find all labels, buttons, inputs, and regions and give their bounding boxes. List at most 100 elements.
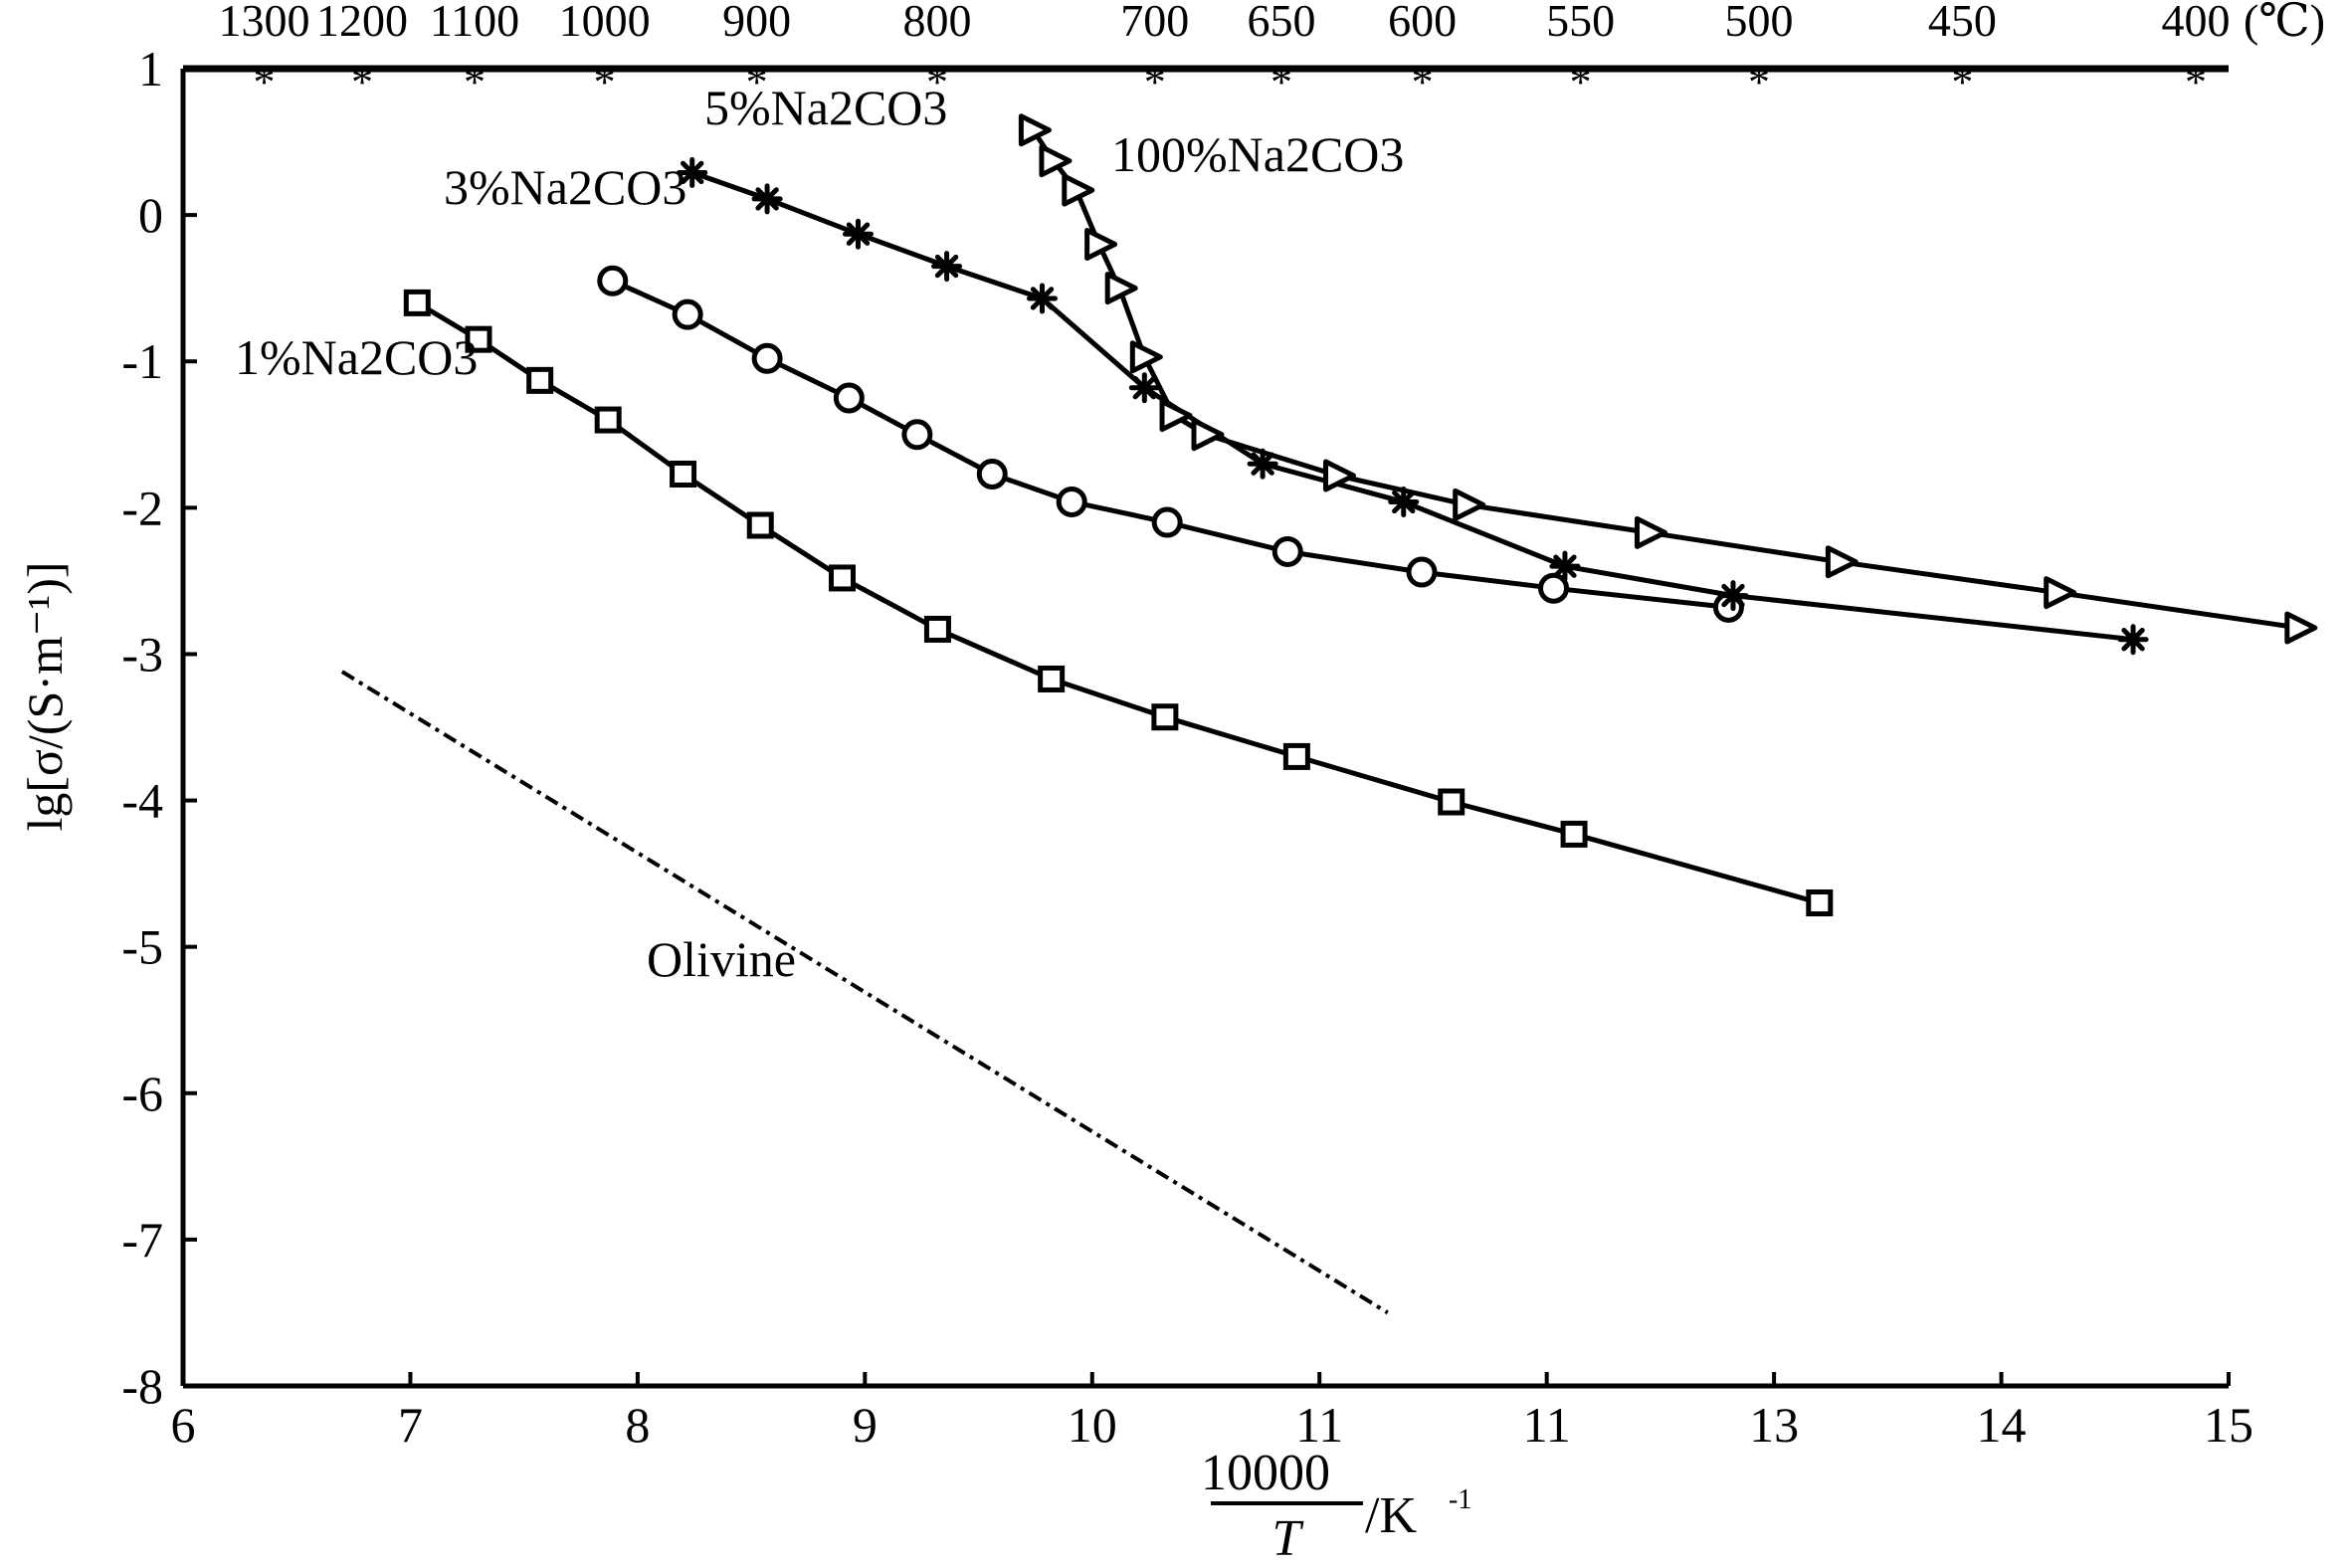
y-tick-label: -2 [121, 480, 163, 535]
data-point-circle [597, 265, 629, 296]
x-axis-label-unit-exponent: -1 [1449, 1484, 1471, 1515]
data-point-square [526, 366, 554, 394]
data-point-circle [1406, 556, 1438, 588]
y-tick-label: -4 [121, 773, 163, 829]
data-point-square [403, 289, 431, 316]
data-point-square [1038, 665, 1066, 692]
data-point-triangle [2284, 611, 2318, 645]
data-point-triangle [2044, 576, 2077, 610]
x-tick-label: 7 [398, 1397, 423, 1453]
data-point-circle [976, 458, 1008, 490]
top-axis-temperature-label: 650 [1247, 0, 1315, 46]
top-axis-star-marker: * [2185, 58, 2207, 106]
y-tick-label: -7 [121, 1212, 163, 1268]
top-axis-temperature-label: 550 [1546, 0, 1615, 46]
top-axis-temperature-label: 700 [1120, 0, 1189, 46]
data-point-star [1388, 486, 1420, 517]
data-point-star-stroke [2121, 628, 2145, 652]
data-point-star-stroke [1553, 554, 1577, 578]
data-point-square [923, 615, 951, 643]
data-point-circle [1151, 506, 1183, 538]
series-line [611, 279, 1729, 610]
x-tick-label: 11 [1295, 1397, 1343, 1453]
data-point-triangle [1084, 228, 1118, 262]
series-label-1pct: 1%Na2CO3 [235, 329, 478, 385]
x-tick-label: 14 [1977, 1397, 2027, 1453]
data-point-square [1438, 788, 1466, 816]
series-label-olivine: Olivine [647, 931, 796, 987]
data-point-star [931, 251, 963, 283]
data-point-star-stroke [846, 222, 871, 246]
x-tick-label: 8 [625, 1397, 650, 1453]
x-tick-label: 6 [171, 1397, 196, 1453]
y-tick-label: -8 [121, 1358, 163, 1414]
data-point-star-stroke [1721, 583, 1745, 608]
data-point-triangle [1129, 340, 1163, 374]
x-axis-label-unit: /K [1365, 1487, 1417, 1544]
series-line [416, 300, 1821, 905]
data-point-star [842, 218, 874, 250]
x-tick-label: 10 [1068, 1397, 1117, 1453]
y-tick-label: 1 [138, 41, 163, 97]
data-point-triangle [1039, 144, 1073, 178]
data-point-triangle [1322, 459, 1356, 492]
data-point-circle [833, 382, 865, 414]
axes-layer: 6 7 8 9 10 11 11 13 14 1510-1-2-3-4-5-6-7-8*1300*… [121, 0, 2325, 1453]
top-axis-temperature-label: 1300 [218, 0, 309, 46]
data-point-star [2117, 624, 2149, 656]
top-axis-star-marker: * [464, 58, 486, 106]
data-point-square [594, 406, 622, 434]
top-axis-star-marker: * [351, 58, 373, 106]
data-point-square [1282, 742, 1310, 770]
series-1-na2co3 [403, 289, 1834, 917]
data-point-star [1128, 372, 1160, 404]
data-point-star [1027, 283, 1059, 314]
data-point-star-stroke [755, 187, 779, 211]
top-axis-temperature-label: 1100 [430, 0, 519, 46]
series-line [1031, 128, 2300, 631]
data-point-star-stroke [681, 160, 704, 185]
x-tick-label: 15 [2204, 1397, 2253, 1453]
y-axis-label: lg[σ/(S·m⁻¹)] [17, 561, 73, 831]
x-axis-label-numerator: 10000 [1201, 1445, 1330, 1501]
data-point-star-stroke [1132, 376, 1157, 400]
data-point-star-stroke [1030, 287, 1055, 310]
data-point-triangle [1062, 173, 1095, 207]
top-axis-star-marker: * [1270, 58, 1292, 106]
top-axis-star-marker: * [926, 58, 948, 106]
data-point-square [670, 460, 697, 488]
top-axis-temperature-label: 800 [903, 0, 972, 46]
y-tick-label: 0 [138, 187, 163, 243]
data-point-circle [751, 342, 783, 374]
top-axis-temperature-label: 900 [722, 0, 791, 46]
data-point-triangle [1634, 515, 1667, 549]
data-point-square [1151, 703, 1179, 731]
data-point-triangle [1825, 545, 1858, 579]
top-axis-temperature-label: 450 [1928, 0, 1997, 46]
top-axis-star-marker: * [1951, 58, 1973, 106]
data-point-star [677, 156, 708, 188]
top-axis-star-marker: * [594, 58, 616, 106]
top-axis-temperature-label: 1000 [559, 0, 651, 46]
data-point-circle [901, 419, 933, 451]
data-point-square [1806, 889, 1834, 917]
top-axis-star-marker: * [1412, 58, 1434, 106]
series-label-3pct: 3%Na2CO3 [444, 159, 686, 215]
data-point-square [1560, 820, 1588, 848]
data-point-triangle [1159, 399, 1193, 433]
data-point-star-stroke [1392, 490, 1416, 514]
data-point-triangle [1453, 488, 1486, 521]
series-3-na2co3 [597, 265, 1744, 623]
top-axis-temperature-label: 600 [1388, 0, 1457, 46]
top-axis-temperature-label: 400 [2161, 0, 2230, 46]
y-tick-label: -5 [121, 919, 163, 975]
data-point-square [746, 511, 774, 539]
data-point-circle [1056, 486, 1087, 517]
series-100-na2co3 [1018, 113, 2318, 645]
top-axis-star-marker: * [1748, 58, 1770, 106]
x-tick-label: 13 [1749, 1397, 1799, 1453]
top-axis-temperature-label: 500 [1725, 0, 1794, 46]
series-layer [340, 113, 2318, 1315]
